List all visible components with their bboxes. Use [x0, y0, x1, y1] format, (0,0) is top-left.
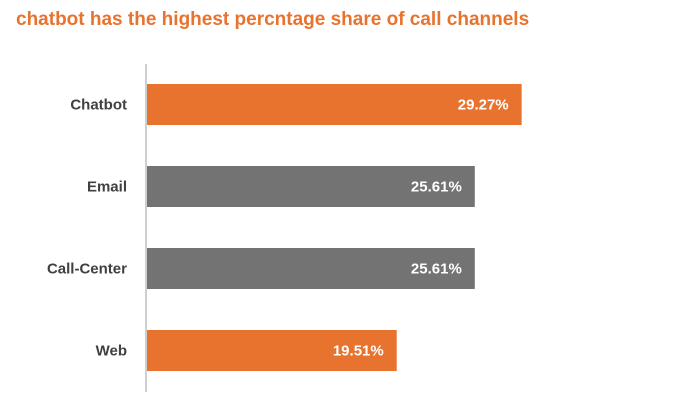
bar-chatbot	[147, 84, 522, 125]
category-label-web: Web	[96, 343, 127, 360]
value-label-web: 19.51%	[333, 343, 384, 360]
bar-call-center	[147, 248, 475, 289]
bar-web	[147, 330, 397, 371]
category-label-call-center: Call-Center	[47, 261, 127, 278]
value-label-email: 25.61%	[411, 179, 462, 196]
value-label-call-center: 25.61%	[411, 261, 462, 278]
category-label-chatbot: Chatbot	[70, 97, 127, 114]
value-label-chatbot: 29.27%	[458, 97, 509, 114]
category-label-email: Email	[87, 179, 127, 196]
bar-email	[147, 166, 475, 207]
chart-title: chatbot has the highest percntage share …	[16, 9, 530, 30]
